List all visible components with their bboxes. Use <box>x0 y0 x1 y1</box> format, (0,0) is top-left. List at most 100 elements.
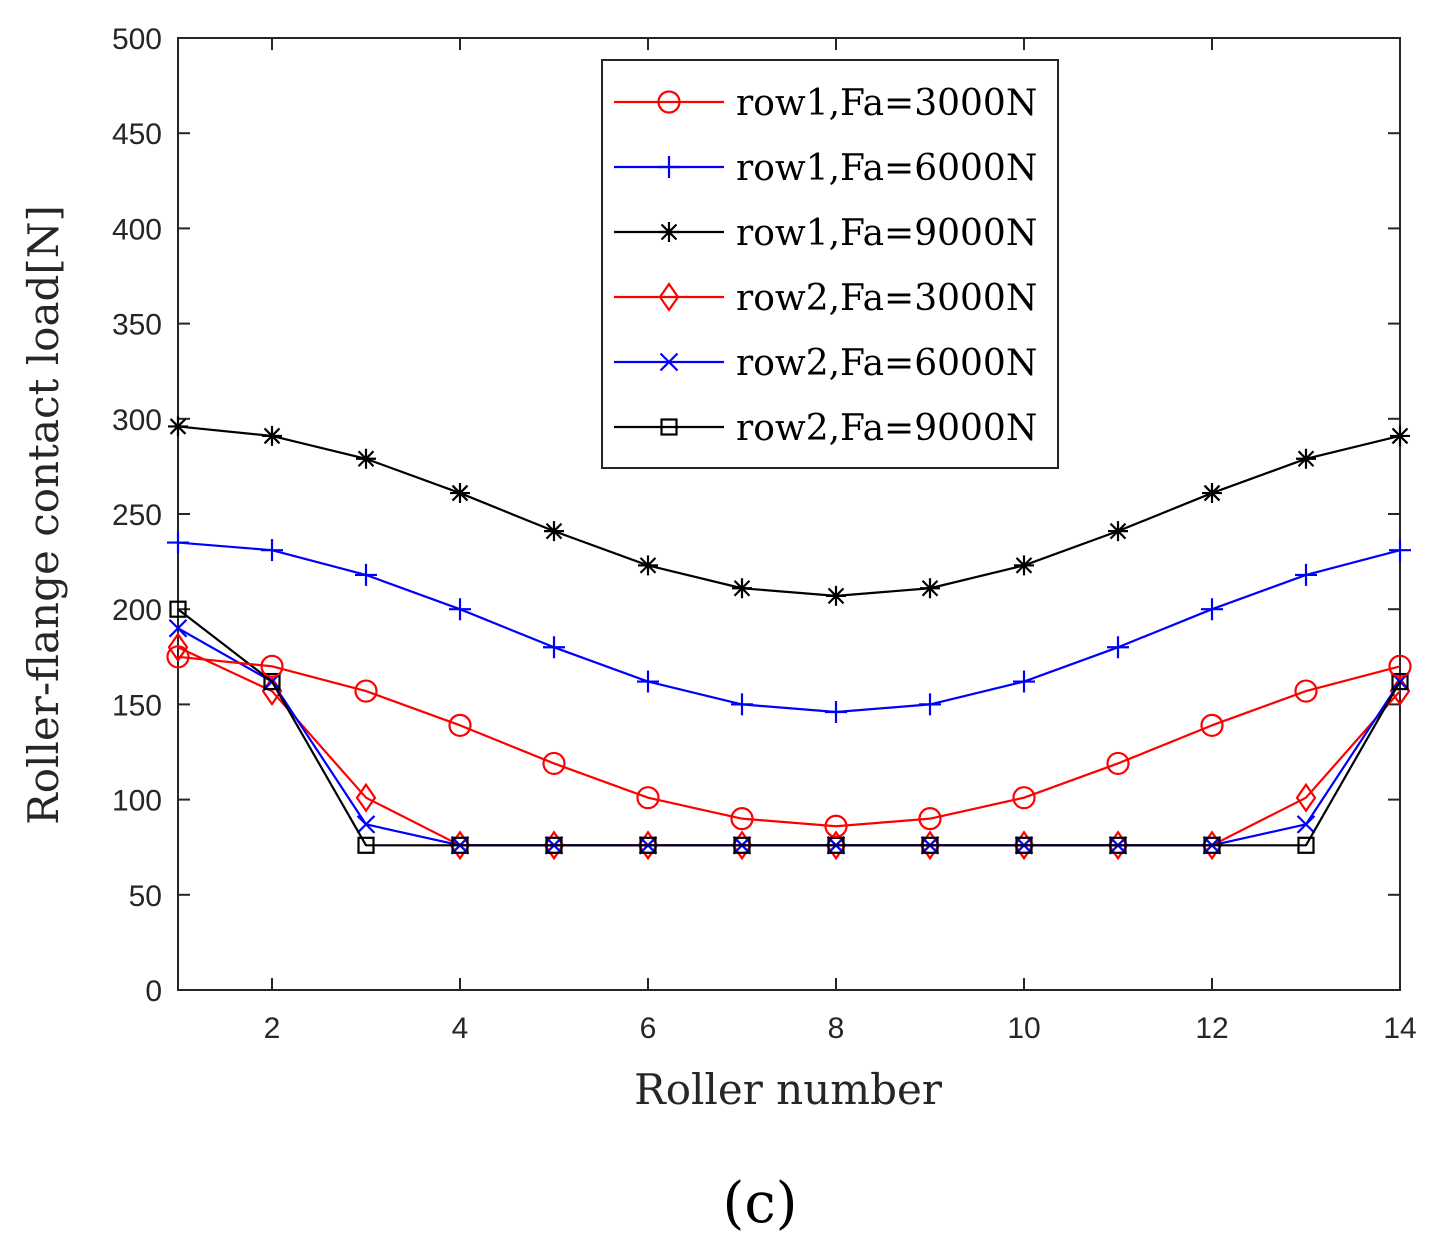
data-point <box>262 425 282 446</box>
data-point <box>1200 713 1224 737</box>
data-point <box>1108 521 1128 542</box>
data-point <box>919 830 941 861</box>
series-row2-fa-9000n <box>169 600 1409 854</box>
data-point <box>1296 448 1316 469</box>
series-line <box>177 655 1401 828</box>
data-point <box>1015 836 1033 854</box>
data-point <box>825 701 847 724</box>
data-point <box>542 751 566 776</box>
x-tick-label: 6 <box>640 1012 657 1045</box>
legend-marker <box>660 418 678 436</box>
y-tick-label: 500 <box>112 23 162 56</box>
x-tick-label: 10 <box>1007 1012 1040 1045</box>
data-point <box>449 598 471 621</box>
data-point <box>921 836 939 854</box>
data-point <box>1013 830 1035 861</box>
legend-marker <box>659 222 679 242</box>
data-point <box>1013 670 1035 693</box>
series-row1-fa-6000n <box>167 531 1411 724</box>
legend-entry: row1,Fa=3000N <box>614 83 1037 124</box>
y-tick-label: 150 <box>112 689 162 722</box>
y-tick-label: 400 <box>112 213 162 246</box>
y-tick-label: 100 <box>112 785 162 818</box>
data-point <box>1390 425 1410 446</box>
legend-entry: row2,Fa=3000N <box>614 278 1037 319</box>
series-row1-fa-9000n <box>168 416 1410 606</box>
legend-entry: row1,Fa=9000N <box>614 213 1037 254</box>
y-tick-label: 200 <box>112 594 162 627</box>
x-axis-title: Roller number <box>634 1065 943 1114</box>
data-point <box>732 578 752 599</box>
data-point <box>1391 672 1409 691</box>
data-point <box>355 782 377 813</box>
legend-marker <box>658 156 680 178</box>
data-point <box>825 830 847 861</box>
series-line <box>177 425 1401 597</box>
x-tick-label: 8 <box>828 1012 845 1045</box>
data-point <box>636 786 660 810</box>
data-point <box>543 636 565 659</box>
data-point <box>1294 679 1318 703</box>
panel-label: (c) <box>722 1171 797 1236</box>
axes-frame <box>177 37 1401 991</box>
y-tick-label: 300 <box>112 404 162 437</box>
data-point <box>733 836 751 854</box>
series-row1-fa-3000n <box>166 645 1412 838</box>
data-point <box>731 830 753 861</box>
data-point <box>1295 563 1317 586</box>
y-tick-label: 50 <box>129 880 162 913</box>
data-point <box>354 679 378 703</box>
series-line <box>177 608 1401 847</box>
legend-label: row1,Fa=9000N <box>736 213 1037 254</box>
y-tick-label: 0 <box>145 975 162 1008</box>
data-point <box>357 836 375 854</box>
data-point <box>448 713 472 737</box>
data-point <box>1295 782 1317 813</box>
x-tick-label: 14 <box>1383 1012 1416 1045</box>
data-point <box>1106 751 1130 776</box>
legend: row1,Fa=3000N row1,Fa=6000N row1,Fa=9000N r… <box>601 59 1059 469</box>
legend-marker <box>658 282 680 312</box>
data-point <box>918 807 942 831</box>
data-point <box>355 563 377 586</box>
data-point <box>1014 555 1034 576</box>
x-tick-label: 2 <box>264 1012 281 1045</box>
legend-box <box>601 59 1059 469</box>
data-point <box>1297 836 1315 854</box>
series-line <box>177 541 1401 714</box>
data-point <box>451 836 469 854</box>
data-point <box>168 618 188 638</box>
data-point <box>731 693 753 716</box>
data-point <box>356 448 376 469</box>
y-tick-label: 350 <box>112 309 162 342</box>
data-point <box>919 693 941 716</box>
legend-entry: row1,Fa=6000N <box>614 148 1037 189</box>
y-tick-label: 450 <box>112 118 162 151</box>
data-point <box>1388 654 1412 678</box>
data-point <box>544 521 564 542</box>
data-point <box>1107 636 1129 659</box>
data-point <box>1109 836 1127 854</box>
data-point <box>920 578 940 599</box>
data-point <box>167 531 189 554</box>
axes: 0 50 100 150 200 250 300 350 400 450 500 2 4 6 8 10 12 14 <box>112 23 1417 1045</box>
data-point <box>263 672 281 691</box>
legend-entry: row2,Fa=6000N <box>614 343 1037 384</box>
legend-label: row2,Fa=3000N <box>736 278 1037 319</box>
data-point <box>730 807 754 831</box>
data-point <box>638 555 658 576</box>
x-tick-label: 4 <box>452 1012 469 1045</box>
data-point <box>260 654 284 678</box>
legend-label: row2,Fa=6000N <box>736 343 1037 384</box>
data-point <box>1201 830 1223 861</box>
y-tick-label: 250 <box>112 499 162 532</box>
data-point <box>356 815 376 834</box>
legend-marker <box>657 90 681 114</box>
data-point <box>543 830 565 861</box>
data-point <box>450 483 470 504</box>
data-point <box>1107 830 1129 861</box>
data-point <box>169 600 187 618</box>
data-point <box>166 645 190 669</box>
legend-entry: row2,Fa=9000N <box>614 408 1037 449</box>
